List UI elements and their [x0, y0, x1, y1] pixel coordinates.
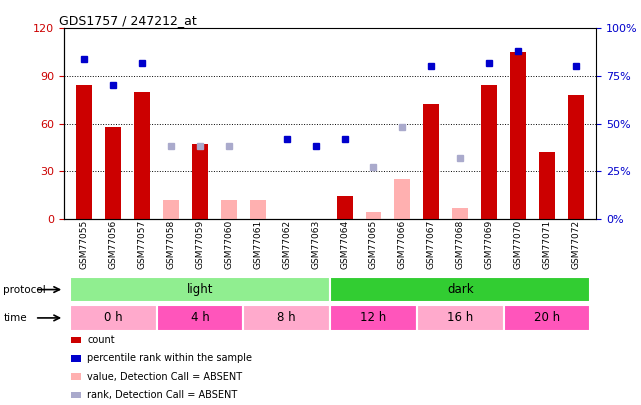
Text: 4 h: 4 h	[190, 311, 210, 324]
Bar	[105, 127, 121, 219]
Text: time: time	[3, 313, 27, 323]
Bar	[568, 95, 584, 219]
Bar	[250, 200, 266, 219]
Text: percentile rank within the sample: percentile rank within the sample	[87, 354, 252, 363]
Text: protocol: protocol	[3, 285, 46, 294]
Text: 0 h: 0 h	[104, 311, 122, 324]
Text: value, Detection Call = ABSENT: value, Detection Call = ABSENT	[87, 372, 242, 382]
Bar	[134, 92, 150, 219]
Text: 12 h: 12 h	[360, 311, 387, 324]
Bar	[192, 144, 208, 219]
Bar	[330, 277, 590, 302]
Bar	[163, 200, 179, 219]
Text: light: light	[187, 283, 213, 296]
Bar	[244, 305, 330, 330]
Bar	[510, 52, 526, 219]
Bar	[504, 305, 590, 330]
Bar	[423, 104, 439, 219]
Text: GDS1757 / 247212_at: GDS1757 / 247212_at	[59, 14, 197, 27]
Bar	[453, 208, 468, 219]
Text: 8 h: 8 h	[278, 311, 296, 324]
Text: count: count	[87, 335, 115, 345]
Bar	[330, 305, 417, 330]
Text: 16 h: 16 h	[447, 311, 473, 324]
Bar	[365, 212, 381, 219]
Text: 20 h: 20 h	[534, 311, 560, 324]
Bar	[221, 200, 237, 219]
Bar	[337, 196, 353, 219]
Bar	[539, 152, 555, 219]
Bar	[70, 305, 156, 330]
Bar	[417, 305, 504, 330]
Bar	[70, 277, 330, 302]
Text: dark: dark	[447, 283, 474, 296]
Bar	[394, 179, 410, 219]
Bar	[156, 305, 244, 330]
Text: rank, Detection Call = ABSENT: rank, Detection Call = ABSENT	[87, 390, 237, 400]
Bar	[76, 85, 92, 219]
Bar	[481, 85, 497, 219]
